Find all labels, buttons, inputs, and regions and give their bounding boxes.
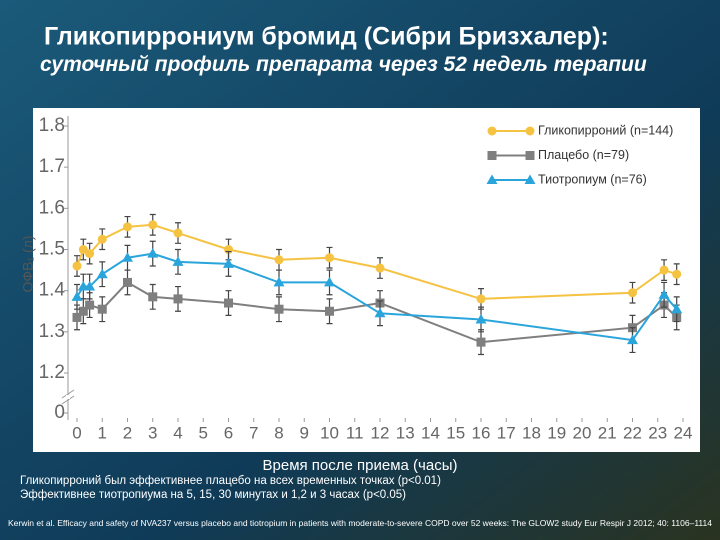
x-tick-label: 23 — [648, 423, 667, 442]
title: Гликопиррониум бромид (Сибри Бризхалер): — [44, 23, 609, 51]
data-point — [375, 263, 385, 273]
data-point — [476, 294, 486, 304]
axis-break-gap — [66, 395, 70, 399]
data-point — [173, 294, 183, 304]
x-tick-label: 18 — [522, 423, 541, 442]
x-tick-label: 15 — [446, 423, 465, 442]
data-point — [122, 252, 133, 262]
legend-label: Плацебо (n=79) — [538, 148, 629, 162]
data-point — [78, 306, 88, 316]
x-tick-label: 24 — [674, 423, 693, 442]
legend-marker — [487, 151, 497, 160]
data-point — [325, 306, 334, 316]
data-point — [627, 334, 638, 345]
x-axis-label: Время после приема (часы) — [263, 457, 458, 474]
data-point — [325, 253, 334, 263]
y-tick-label: 1.5 — [39, 239, 65, 260]
data-point — [84, 281, 96, 291]
data-point — [476, 337, 486, 347]
data-point — [658, 289, 670, 299]
x-tick-label: 6 — [224, 423, 233, 442]
data-point — [223, 258, 234, 268]
data-point — [85, 300, 95, 310]
data-point — [71, 291, 83, 301]
data-point — [72, 261, 82, 271]
note: Эффективнее тиотропиума на 5, 15, 30 мин… — [20, 489, 406, 501]
data-point — [274, 255, 284, 265]
x-tick-label: 17 — [497, 423, 516, 442]
data-point — [475, 313, 487, 324]
legend-marker — [525, 151, 535, 160]
data-point — [628, 288, 637, 298]
y-tick-label: 1.6 — [39, 197, 65, 218]
y-axis-label: ОФВ₁ (л) — [20, 236, 36, 293]
legend-marker — [486, 174, 498, 184]
x-tick-label: 0 — [72, 423, 81, 442]
data-point — [672, 269, 682, 279]
x-tick-label: 13 — [396, 423, 415, 442]
data-point — [274, 304, 284, 314]
x-tick-label: 22 — [623, 423, 642, 442]
legend-marker — [524, 174, 536, 184]
data-point — [97, 304, 107, 314]
data-point — [96, 268, 108, 279]
data-point — [374, 307, 386, 318]
legend-label: Гликопирроний (n=144) — [538, 123, 673, 137]
data-point — [324, 276, 335, 287]
data-point — [97, 234, 107, 244]
x-tick-label: 16 — [472, 423, 491, 442]
data-point — [123, 277, 132, 287]
subtitle-box: суточный профиль препарата через 52 неде… — [40, 53, 647, 76]
x-tick-label: 1 — [98, 423, 107, 442]
axis-break — [61, 389, 75, 399]
x-tick-label: 14 — [421, 423, 440, 442]
data-point — [172, 256, 184, 266]
x-tick-label: 8 — [274, 423, 283, 442]
axis-break — [61, 395, 75, 405]
y-tick-label: 1.8 — [39, 115, 65, 136]
subtitle: суточный профиль препарата через 52 неде… — [40, 53, 647, 76]
data-point — [72, 312, 82, 322]
x-tick-label: 19 — [547, 423, 566, 442]
data-point — [273, 276, 285, 287]
data-point — [173, 228, 183, 238]
legend-marker — [525, 126, 535, 136]
y-tick-label: 1.7 — [39, 156, 65, 177]
data-point — [147, 248, 159, 258]
note: Гликопирроний был эффективнее плацебо на… — [20, 475, 441, 487]
data-point — [148, 292, 158, 302]
x-tick-label: 21 — [598, 423, 617, 442]
x-tick-label: 20 — [573, 423, 592, 442]
chart-panel — [33, 108, 700, 452]
y-tick-label: 1.2 — [39, 362, 65, 383]
x-tick-label: 9 — [300, 423, 309, 442]
x-tick-label: 7 — [249, 423, 258, 442]
y-tick-label: 0 — [54, 402, 65, 423]
x-tick-label: 12 — [371, 423, 390, 442]
x-tick-label: 3 — [148, 423, 157, 442]
x-tick-label: 11 — [346, 423, 364, 442]
x-tick-label: 5 — [199, 423, 208, 442]
x-tick-label: 4 — [173, 423, 182, 442]
citation: Kerwin et al. Efficacy and safety of NVA… — [8, 519, 712, 528]
data-point — [659, 265, 669, 275]
data-point — [123, 222, 132, 232]
y-tick-label: 1.3 — [39, 321, 65, 342]
legend-label: Тиотропиум (n=76) — [538, 172, 647, 186]
data-point — [85, 249, 95, 259]
y-tick-label: 1.4 — [39, 280, 66, 301]
data-point — [671, 303, 683, 314]
legend-marker — [487, 126, 497, 136]
x-tick-label: 10 — [320, 423, 339, 442]
x-tick-label: 2 — [123, 423, 132, 442]
data-point — [148, 220, 158, 230]
data-point — [224, 298, 233, 308]
